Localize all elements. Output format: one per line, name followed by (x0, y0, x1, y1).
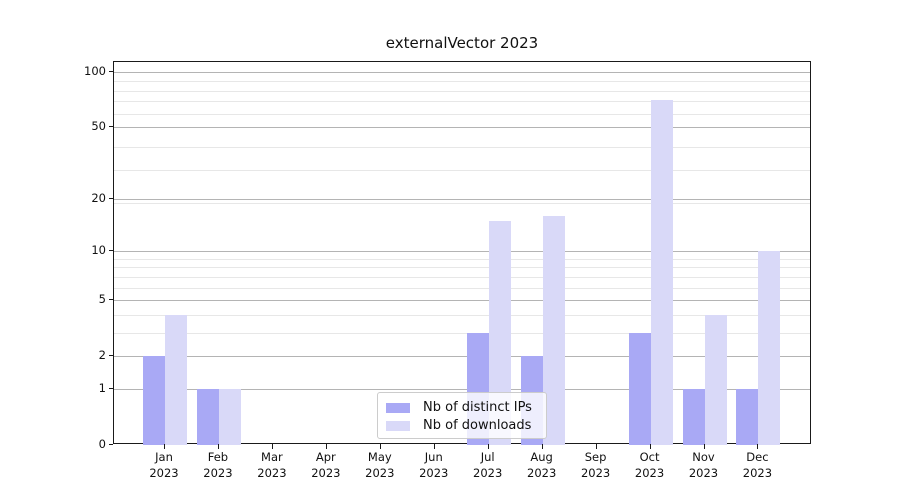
gridline-minor (114, 258, 810, 260)
bar-distinct-ips-nov (682, 388, 705, 445)
gridline-minor (114, 90, 810, 92)
gridline-major (114, 127, 810, 129)
gridline-minor (114, 169, 810, 171)
x-tick-label: May 2023 (365, 450, 395, 480)
legend-swatch-downloads (386, 420, 410, 431)
y-tick-mark (109, 126, 113, 128)
y-tick-mark (109, 444, 113, 445)
y-tick-mark (109, 387, 113, 389)
bar-distinct-ips-feb (196, 388, 219, 445)
x-tick-label: Mar 2023 (257, 450, 287, 480)
plot-area (113, 61, 811, 445)
x-tick-label: Nov 2023 (688, 450, 719, 480)
bar-downloads-dec (758, 251, 781, 445)
legend: Nb of distinct IPs Nb of downloads (377, 392, 547, 439)
gridline-major (114, 356, 810, 358)
gridline-major (114, 198, 810, 200)
legend-row: Nb of downloads (386, 417, 546, 434)
y-tick-label: 20 (91, 190, 106, 205)
gridline-minor (114, 101, 810, 103)
legend-swatch-distinct-ips (386, 402, 410, 413)
bar-downloads-jan (165, 314, 187, 445)
gridline-minor (114, 267, 810, 269)
bar-distinct-ips-oct (628, 332, 651, 445)
x-tick-label: Apr 2023 (311, 450, 341, 480)
y-tick-label: 50 (91, 119, 106, 134)
gridline-minor (114, 202, 810, 204)
x-tick-label: Aug 2023 (527, 450, 557, 480)
x-tick-mark (757, 444, 759, 449)
x-tick-mark (649, 444, 651, 449)
y-tick-label: 5 (98, 292, 106, 307)
legend-label: Nb of downloads (423, 418, 532, 433)
y-tick-label: 100 (84, 63, 106, 78)
gridline-minor (114, 276, 810, 278)
bar-downloads-jul (488, 220, 511, 445)
y-tick-label: 10 (91, 243, 106, 258)
y-tick-label: 0 (98, 437, 106, 451)
x-tick-mark (487, 444, 489, 449)
bar-distinct-ips-dec (736, 388, 759, 445)
gridline-major (114, 71, 810, 73)
x-tick-label: Feb 2023 (203, 450, 233, 480)
chart-title: externalVector 2023 (385, 34, 539, 52)
legend-row: Nb of distinct IPs (386, 399, 546, 416)
x-tick-mark (217, 444, 219, 449)
bar-distinct-ips-jan (143, 356, 165, 445)
x-tick-mark (325, 444, 327, 449)
y-tick-label: 2 (98, 348, 106, 363)
gridline-minor (114, 287, 810, 289)
legend-label: Nb of distinct IPs (423, 400, 532, 415)
y-tick-mark (109, 250, 113, 252)
gridline-minor (114, 146, 810, 148)
y-tick-mark (109, 197, 113, 199)
x-tick-mark (541, 444, 543, 449)
x-tick-mark (433, 444, 435, 449)
y-tick-mark (109, 70, 113, 72)
bar-downloads-aug (542, 215, 565, 445)
bar-downloads-nov (704, 314, 727, 445)
x-tick-mark (164, 444, 165, 449)
gridline-major (114, 300, 810, 302)
y-tick-mark (109, 355, 113, 357)
y-tick-mark (109, 299, 113, 301)
gridline-major (114, 251, 810, 253)
y-tick-label: 1 (98, 380, 106, 395)
gridline-minor (114, 113, 810, 115)
bar-downloads-feb (218, 388, 241, 445)
bar-downloads-oct (650, 100, 673, 445)
gridline-minor (114, 314, 810, 316)
x-tick-mark (595, 444, 597, 449)
x-tick-mark (271, 444, 273, 449)
x-tick-label: Jul 2023 (473, 450, 503, 480)
x-tick-label: Sep 2023 (580, 450, 611, 480)
gridline-minor (114, 332, 810, 334)
x-tick-label: Jun 2023 (419, 450, 449, 480)
x-tick-label: Oct 2023 (634, 450, 665, 480)
gridline-major (114, 388, 810, 390)
x-tick-mark (379, 444, 381, 449)
x-tick-label: Dec 2023 (742, 450, 773, 480)
gridline-minor (114, 81, 810, 83)
x-tick-mark (703, 444, 705, 449)
x-tick-label: Jan 2023 (149, 450, 179, 480)
